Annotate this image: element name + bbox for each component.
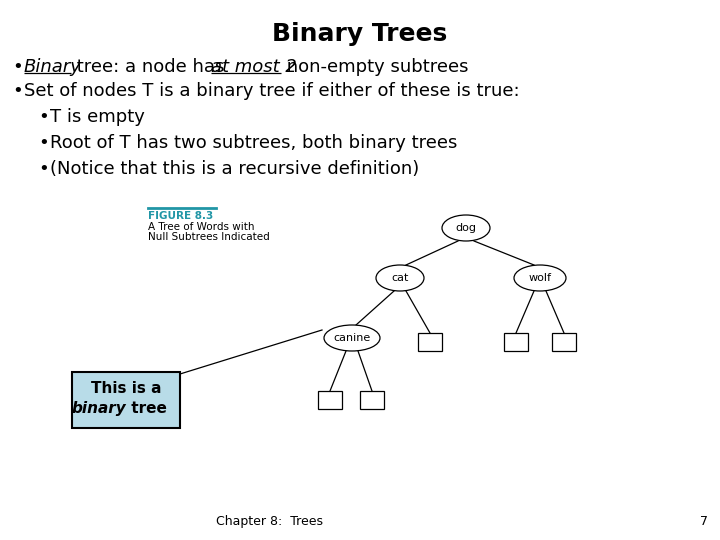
Text: tree: tree [126, 401, 167, 416]
Text: •: • [38, 108, 49, 126]
Text: Binary: Binary [24, 58, 82, 76]
Ellipse shape [376, 265, 424, 291]
FancyBboxPatch shape [360, 391, 384, 409]
Text: •: • [12, 82, 23, 100]
Text: •: • [38, 160, 49, 178]
FancyBboxPatch shape [318, 391, 342, 409]
FancyBboxPatch shape [418, 333, 442, 351]
Text: at most 2: at most 2 [211, 58, 297, 76]
Text: cat: cat [391, 273, 409, 283]
Text: FIGURE 8.3: FIGURE 8.3 [148, 211, 213, 221]
Text: canine: canine [333, 333, 371, 343]
Text: T is empty: T is empty [50, 108, 145, 126]
Ellipse shape [442, 215, 490, 241]
FancyBboxPatch shape [504, 333, 528, 351]
Text: (Notice that this is a recursive definition): (Notice that this is a recursive definit… [50, 160, 419, 178]
Text: Null Subtrees Indicated: Null Subtrees Indicated [148, 232, 270, 242]
Text: This is a: This is a [91, 381, 161, 396]
Text: Set of nodes T is a binary tree if either of these is true:: Set of nodes T is a binary tree if eithe… [24, 82, 520, 100]
Text: dog: dog [456, 223, 477, 233]
Text: Root of T has two subtrees, both binary trees: Root of T has two subtrees, both binary … [50, 134, 457, 152]
Text: •: • [12, 58, 23, 76]
FancyBboxPatch shape [552, 333, 576, 351]
Text: •: • [38, 134, 49, 152]
Text: A Tree of Words with: A Tree of Words with [148, 222, 254, 232]
Text: 7: 7 [700, 515, 708, 528]
Ellipse shape [514, 265, 566, 291]
Text: wolf: wolf [528, 273, 552, 283]
Text: tree: a node has: tree: a node has [71, 58, 230, 76]
Text: non-empty subtrees: non-empty subtrees [282, 58, 469, 76]
Ellipse shape [324, 325, 380, 351]
Text: Binary Trees: Binary Trees [272, 22, 448, 46]
Text: binary: binary [71, 401, 126, 416]
Text: Chapter 8:  Trees: Chapter 8: Trees [217, 515, 323, 528]
FancyBboxPatch shape [72, 372, 180, 428]
